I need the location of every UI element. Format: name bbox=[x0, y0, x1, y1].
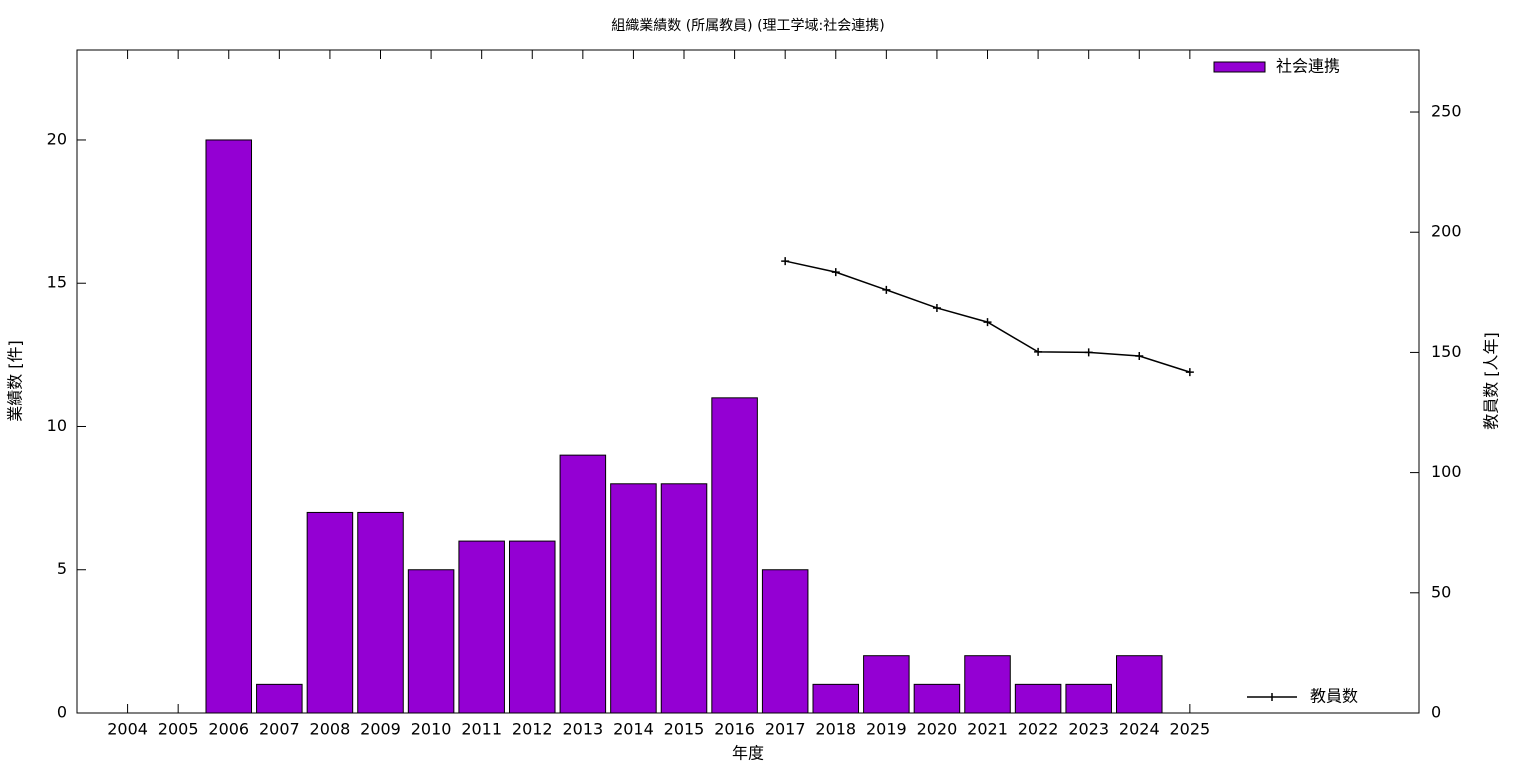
y-axis-label: 業績数 [件] bbox=[6, 340, 25, 422]
point bbox=[932, 303, 941, 312]
bar bbox=[964, 655, 1011, 714]
bar bbox=[863, 655, 910, 714]
bar bbox=[660, 483, 708, 714]
x-tick-label: 2013 bbox=[562, 720, 603, 739]
bar bbox=[256, 683, 303, 714]
y2-axis-label: 教員数 [人年] bbox=[1482, 332, 1501, 430]
bar bbox=[1116, 655, 1163, 714]
x-tick-label: 2005 bbox=[158, 720, 199, 739]
point bbox=[781, 257, 790, 266]
bar bbox=[610, 483, 657, 714]
bar bbox=[407, 569, 455, 714]
y2-tick-label: 150 bbox=[1431, 342, 1462, 361]
x-tick-label: 2014 bbox=[613, 720, 654, 739]
point bbox=[1185, 368, 1194, 377]
x-tick-label: 2018 bbox=[815, 720, 856, 739]
x-tick-label: 2007 bbox=[259, 720, 300, 739]
x-tick-label: 2010 bbox=[411, 720, 452, 739]
bar bbox=[913, 683, 961, 714]
legend-label: 社会連携 bbox=[1276, 57, 1340, 76]
x-tick-label: 2016 bbox=[714, 720, 755, 739]
legend-swatch bbox=[1247, 693, 1297, 701]
bar bbox=[1014, 683, 1062, 714]
x-tick-label: 2023 bbox=[1068, 720, 1109, 739]
point bbox=[1135, 352, 1144, 361]
legend-label: 教員数 bbox=[1310, 687, 1358, 706]
y-tick-label: 0 bbox=[57, 703, 67, 722]
y2-tick-label: 100 bbox=[1431, 462, 1462, 481]
y-tick-label: 15 bbox=[47, 273, 67, 292]
x-tick-label: 2004 bbox=[107, 720, 148, 739]
bar bbox=[508, 540, 556, 714]
bar bbox=[559, 454, 607, 714]
x-tick-label: 2020 bbox=[917, 720, 958, 739]
point bbox=[1034, 347, 1043, 356]
bar bbox=[357, 511, 404, 714]
y2-tick-label: 0 bbox=[1431, 703, 1441, 722]
bar bbox=[812, 683, 860, 714]
x-tick-label: 2006 bbox=[208, 720, 249, 739]
y-tick-label: 10 bbox=[47, 416, 67, 435]
x-tick-label: 2022 bbox=[1018, 720, 1059, 739]
x-tick-label: 2017 bbox=[765, 720, 806, 739]
bar bbox=[761, 569, 809, 714]
plot-frame bbox=[76, 49, 1420, 714]
bar bbox=[205, 139, 253, 714]
bar bbox=[306, 511, 354, 714]
x-axis-label: 年度 bbox=[732, 744, 764, 763]
x-tick-label: 2009 bbox=[360, 720, 401, 739]
point bbox=[831, 268, 840, 277]
x-tick-label: 2021 bbox=[967, 720, 1008, 739]
point bbox=[983, 318, 992, 327]
x-tick-label: 2015 bbox=[664, 720, 705, 739]
x-tick-label: 2019 bbox=[866, 720, 907, 739]
line bbox=[785, 260, 1191, 373]
y2-tick-label: 200 bbox=[1431, 222, 1462, 241]
legend-swatch bbox=[1213, 61, 1266, 73]
chart-title: 組織業績数 (所属教員) (理工学域:社会連携) bbox=[611, 18, 884, 34]
x-tick-label: 2011 bbox=[461, 720, 502, 739]
y-tick-label: 20 bbox=[47, 129, 67, 148]
bar bbox=[458, 540, 505, 714]
x-tick-label: 2025 bbox=[1169, 720, 1210, 739]
point bbox=[882, 285, 891, 294]
point bbox=[1084, 348, 1093, 357]
x-tick-label: 2024 bbox=[1119, 720, 1160, 739]
x-tick-label: 2012 bbox=[512, 720, 553, 739]
y2-tick-label: 250 bbox=[1431, 102, 1462, 121]
bar bbox=[711, 397, 758, 714]
y-tick-label: 5 bbox=[57, 559, 67, 578]
x-tick-label: 2008 bbox=[310, 720, 351, 739]
y2-tick-label: 50 bbox=[1431, 582, 1451, 601]
bar bbox=[1065, 683, 1112, 714]
